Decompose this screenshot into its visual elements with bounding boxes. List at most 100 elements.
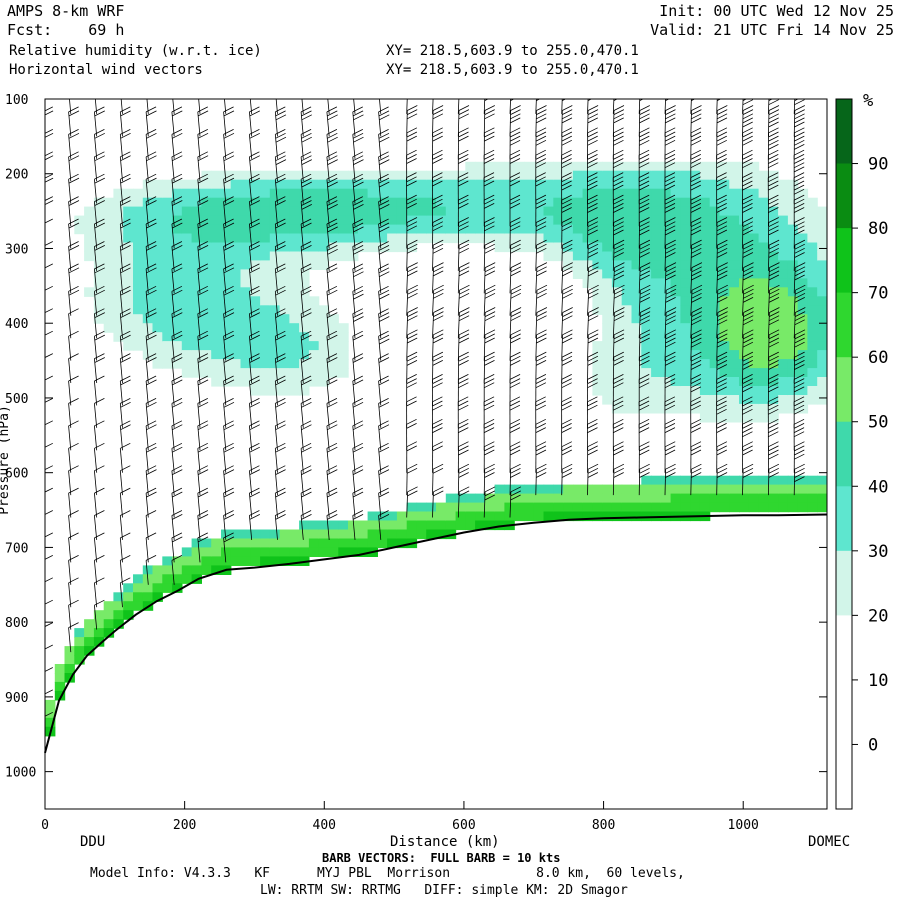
rh-cell — [357, 547, 369, 557]
rh-cell — [133, 278, 144, 288]
rh-cell — [211, 305, 222, 315]
rh-cell — [416, 170, 427, 181]
wind-barb — [664, 217, 676, 249]
rh-cell — [240, 305, 251, 315]
rh-cell — [103, 260, 115, 270]
rh-cell — [778, 493, 789, 504]
rh-cell — [641, 197, 652, 208]
rh-cell — [211, 287, 222, 297]
rh-cell — [670, 179, 681, 190]
rh-cell — [611, 341, 623, 351]
rh-cell — [739, 475, 750, 486]
rh-cell — [592, 287, 603, 297]
rh-cell — [152, 574, 163, 584]
rh-cell — [748, 197, 760, 208]
rh-cell — [289, 350, 300, 360]
rh-cell — [308, 314, 320, 324]
rh-cell — [719, 197, 730, 208]
wind-barb — [249, 330, 260, 361]
rh-cell — [641, 224, 652, 235]
rh-cell — [260, 197, 271, 208]
wind-barb — [587, 99, 593, 114]
rh-cell — [797, 224, 809, 235]
wind-barb — [509, 307, 522, 339]
rh-cell — [230, 332, 242, 342]
rh-cell — [807, 251, 818, 262]
rh-cell — [514, 161, 525, 172]
rh-cell — [592, 296, 603, 306]
rh-cell — [240, 260, 251, 270]
wind-barb — [223, 353, 235, 384]
rh-cell — [719, 233, 730, 244]
rh-cell — [729, 484, 740, 495]
rh-cell — [494, 242, 505, 253]
rh-cell — [709, 305, 721, 315]
wind-barb — [45, 555, 53, 585]
rh-cell — [201, 170, 212, 181]
rh-cell — [690, 188, 701, 199]
rh-cell — [611, 350, 623, 360]
rh-cell — [191, 260, 202, 270]
rh-cell — [260, 242, 271, 253]
rh-cell — [660, 359, 672, 369]
rh-cell — [739, 323, 750, 333]
rh-cell — [729, 314, 740, 324]
rh-cell — [778, 278, 789, 288]
wind-barb — [767, 396, 779, 428]
wind-barb — [45, 689, 53, 720]
rh-cell — [690, 206, 701, 217]
wind-barb — [352, 330, 364, 361]
rh-cell — [308, 332, 320, 342]
wind-barb — [612, 217, 624, 249]
rh-cell — [181, 574, 193, 584]
colorbar-label: 70 — [868, 284, 888, 304]
wind-barb — [432, 149, 443, 182]
wind-barb — [223, 510, 235, 540]
rh-cell — [318, 251, 330, 262]
rh-cell — [152, 215, 163, 226]
rh-cell — [787, 475, 799, 486]
rh-cell — [299, 224, 310, 235]
rh-cell — [348, 529, 359, 540]
rh-cell — [318, 377, 330, 387]
rh-cell — [787, 502, 799, 513]
rh-cell — [729, 206, 740, 217]
rh-cell — [181, 350, 193, 360]
wind-barb — [68, 420, 79, 451]
rh-cell — [436, 511, 447, 522]
wind-barb — [249, 398, 260, 428]
rh-cell — [660, 278, 672, 288]
rh-cell — [191, 359, 202, 369]
wind-barb — [68, 241, 80, 271]
wind-barb — [716, 284, 728, 316]
rh-cell — [396, 224, 408, 235]
rh-cell — [807, 242, 818, 253]
rh-cell — [651, 188, 662, 199]
wind-barb — [94, 353, 105, 384]
rh-cell — [279, 538, 290, 549]
rh-cell — [269, 556, 281, 566]
rh-cell — [211, 377, 222, 387]
rh-cell — [250, 269, 261, 279]
rh-cell — [631, 215, 642, 226]
rh-cell — [748, 278, 760, 288]
rh-cell — [660, 350, 672, 360]
x-axis-label: Distance (km) — [390, 834, 500, 850]
rh-cell — [289, 224, 300, 235]
wind-barb — [249, 510, 260, 540]
rh-cell — [181, 260, 193, 270]
rh-cell — [328, 323, 339, 333]
rh-cell — [152, 278, 163, 288]
rh-cell — [191, 350, 202, 360]
rh-cell — [719, 242, 730, 253]
rh-cell — [641, 341, 652, 351]
rh-cell — [602, 224, 613, 235]
wind-barb — [742, 463, 754, 496]
rh-cell — [748, 287, 760, 297]
rh-cell — [279, 197, 290, 208]
rh-cell — [748, 260, 760, 270]
rh-cell — [641, 359, 652, 369]
wind-barb — [249, 263, 260, 294]
wind-barb — [326, 218, 338, 249]
rh-cell — [348, 547, 359, 557]
